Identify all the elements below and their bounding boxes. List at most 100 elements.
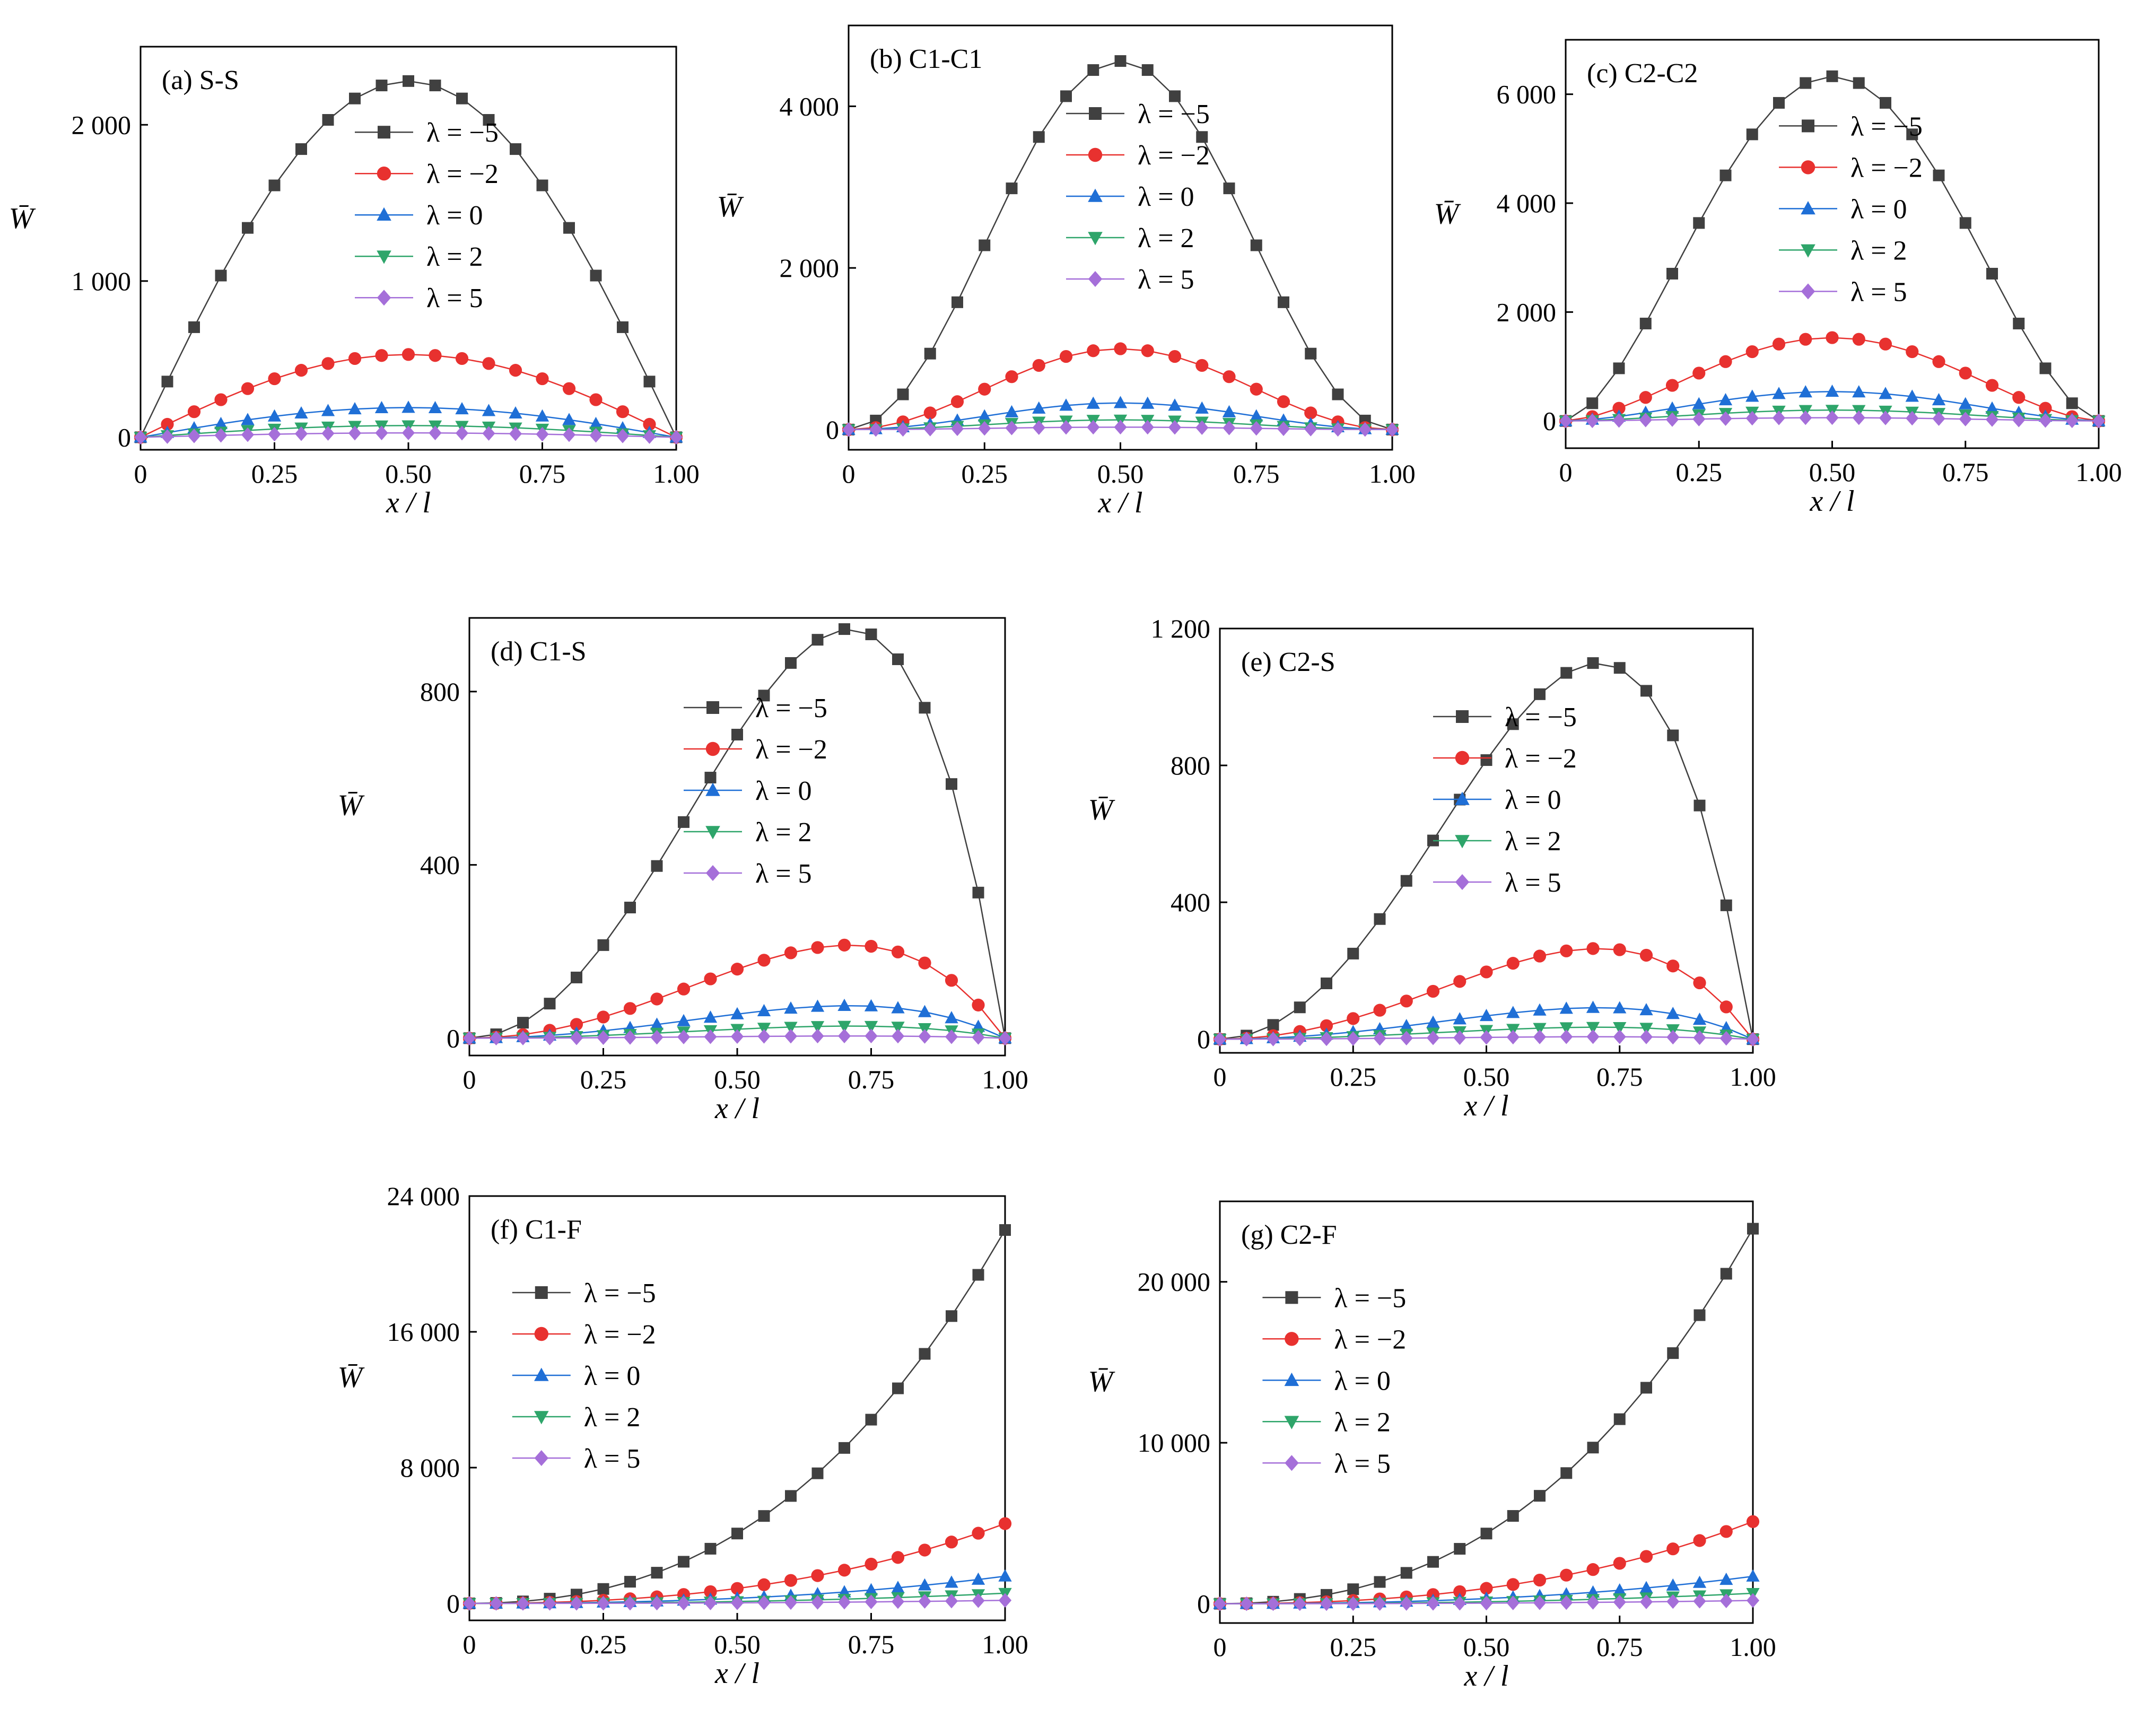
data-point-s0-11 xyxy=(758,690,770,702)
data-point-s1-4 xyxy=(570,1018,583,1031)
data-point-s4-0 xyxy=(1213,1596,1227,1611)
data-point-s1-8 xyxy=(677,982,691,996)
data-point-s0-11 xyxy=(1853,77,1865,89)
legend-marker xyxy=(534,1411,549,1425)
data-point-s4-0 xyxy=(1213,1032,1227,1046)
data-point-s2-9 xyxy=(1799,385,1812,398)
legend-label: λ = −2 xyxy=(1334,1324,1406,1355)
data-point-s4-6 xyxy=(1373,1596,1386,1611)
data-point-s2-14 xyxy=(837,998,851,1011)
data-point-s2-6 xyxy=(1718,392,1733,406)
data-point-s0-6 xyxy=(295,143,307,155)
data-point-s1-2 xyxy=(187,405,201,418)
data-point-s0-11 xyxy=(758,1510,770,1522)
data-point-s4-5 xyxy=(268,426,281,442)
data-point-s0-19 xyxy=(1720,1268,1732,1280)
data-point-s4-17 xyxy=(1666,1594,1680,1609)
data-point-s0-12 xyxy=(1169,90,1181,102)
legend: λ = −5 λ = −2 λ = 0 λ = 2 λ = 5 xyxy=(355,118,499,313)
data-point-s1-6 xyxy=(623,1002,637,1015)
data-point-s4-14 xyxy=(1932,411,1945,426)
data-point-s4-2 xyxy=(516,1596,530,1611)
legend-label: λ = −2 xyxy=(1850,153,1923,183)
y-tick-label: 2 000 xyxy=(1497,297,1557,327)
data-point-s4-4 xyxy=(1320,1596,1333,1611)
data-point-s0-17 xyxy=(919,1348,931,1360)
data-point-s0-19 xyxy=(643,376,656,388)
data-point-s4-3 xyxy=(1293,1596,1306,1611)
data-point-s0-14 xyxy=(1587,1442,1599,1454)
legend-label: λ = 2 xyxy=(1138,223,1194,254)
panel-title: (b) C1-C1 xyxy=(870,44,982,74)
data-point-s0-9 xyxy=(704,772,717,784)
chart-panel-6: 0 0.25 0.50 0.75 1.00 0 10 000 20 000 x / l W̄ (g)… xyxy=(1088,1200,1776,1693)
data-point-s4-10 xyxy=(1114,420,1127,435)
data-point-s4-5 xyxy=(1692,412,1706,426)
data-point-s0-7 xyxy=(1400,1567,1412,1579)
legend-label: λ = 0 xyxy=(755,776,812,806)
data-point-s4-2 xyxy=(1612,413,1626,428)
data-point-s0-7 xyxy=(1400,875,1412,887)
data-point-s4-1 xyxy=(1240,1596,1253,1611)
data-point-s0-16 xyxy=(892,653,904,665)
data-point-s4-13 xyxy=(1195,420,1209,435)
data-point-s4-12 xyxy=(1879,411,1892,425)
data-point-s4-3 xyxy=(543,1596,556,1611)
data-point-s0-13 xyxy=(811,1467,824,1479)
data-point-s4-2 xyxy=(187,429,201,443)
data-point-s0-11 xyxy=(1507,1510,1519,1522)
data-point-s4-5 xyxy=(597,1030,610,1045)
legend-marker xyxy=(1088,232,1103,246)
x-tick-label: 1.00 xyxy=(982,1065,1028,1094)
data-point-s4-20 xyxy=(1746,1593,1760,1608)
data-point-s2-15 xyxy=(535,409,549,422)
legend-marker xyxy=(1455,791,1470,805)
data-point-s1-11 xyxy=(429,349,442,362)
data-point-s0-10 xyxy=(731,1528,743,1540)
data-point-s4-16 xyxy=(1639,1030,1653,1044)
data-point-s4-9 xyxy=(1799,410,1812,425)
data-point-s0-3 xyxy=(544,998,556,1010)
data-point-s4-4 xyxy=(241,427,255,442)
data-point-s2-12 xyxy=(784,1001,798,1014)
data-point-s1-17 xyxy=(1304,406,1317,420)
data-point-s0-9 xyxy=(1800,77,1812,89)
data-point-s1-4 xyxy=(950,395,964,408)
data-point-s1-5 xyxy=(1347,1012,1360,1025)
legend-label: λ = −5 xyxy=(1850,111,1923,142)
data-point-s2-9 xyxy=(1086,396,1100,409)
data-point-s0-15 xyxy=(865,1414,877,1426)
data-point-s4-12 xyxy=(1533,1595,1547,1610)
legend-marker xyxy=(377,250,391,264)
data-point-s1-14 xyxy=(509,364,522,377)
data-point-s3-15 xyxy=(1613,1022,1627,1035)
y-tick-label: 1 200 xyxy=(1151,614,1211,643)
data-point-s4-8 xyxy=(1426,1596,1440,1611)
data-point-s2-8 xyxy=(1772,387,1786,399)
data-point-s2-16 xyxy=(562,413,576,425)
legend: λ = −5 λ = −2 λ = 0 λ = 2 λ = 5 xyxy=(1066,99,1210,295)
legend-marker xyxy=(378,126,390,139)
data-point-s0-11 xyxy=(1507,718,1519,730)
data-point-s1-18 xyxy=(945,974,958,987)
data-point-s1-18 xyxy=(1693,1534,1706,1547)
data-point-s0-5 xyxy=(979,239,991,251)
data-point-s1-5 xyxy=(268,372,281,386)
data-point-s2-15 xyxy=(864,1583,878,1595)
data-point-s2-10 xyxy=(401,400,415,413)
data-point-s4-10 xyxy=(730,1595,744,1610)
data-point-s1-18 xyxy=(2039,402,2052,415)
data-point-s2-5 xyxy=(977,409,991,422)
data-point-s2-6 xyxy=(1005,405,1019,417)
data-point-s1-15 xyxy=(1613,1557,1626,1570)
data-point-s4-3 xyxy=(214,428,228,443)
data-point-s4-6 xyxy=(623,1595,637,1611)
data-point-s4-14 xyxy=(837,1028,851,1043)
data-point-s1-13 xyxy=(1195,359,1209,372)
data-point-s1-16 xyxy=(1277,395,1290,408)
data-point-s2-11 xyxy=(428,400,442,414)
y-tick-label: 8 000 xyxy=(400,1453,460,1482)
data-point-s1-8 xyxy=(1772,337,1786,351)
plot-frame xyxy=(468,1195,1006,1621)
legend-label: λ = −2 xyxy=(426,159,499,189)
